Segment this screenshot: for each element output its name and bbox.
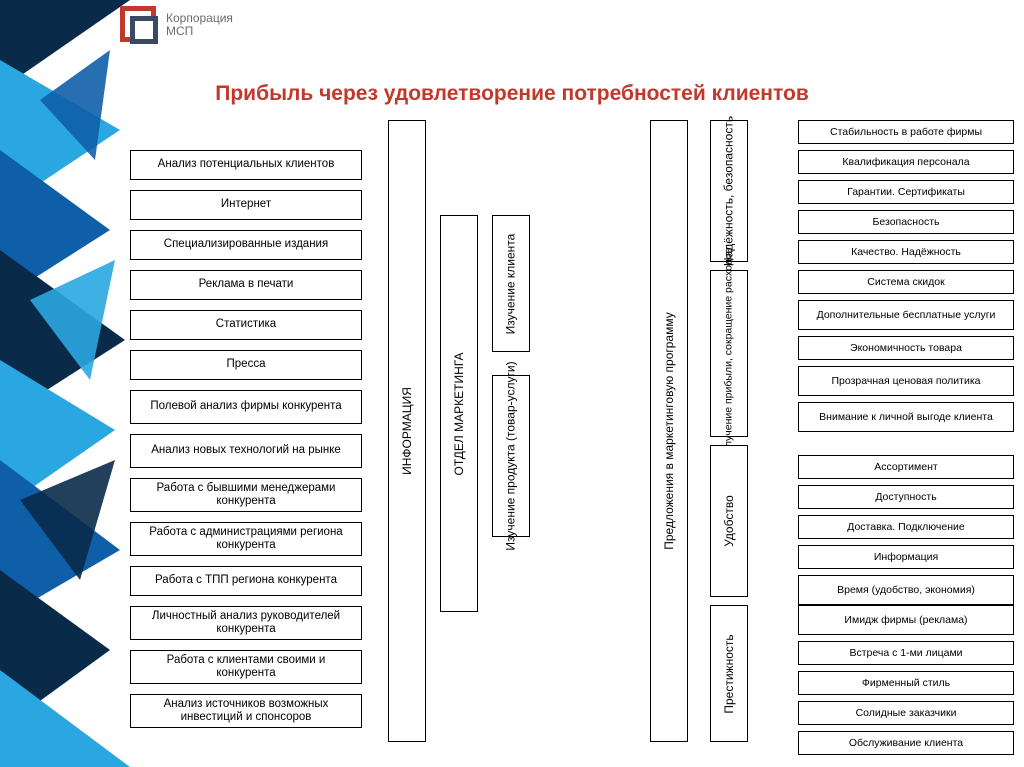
- pillar-label: Престижность: [722, 634, 736, 713]
- pillar-label: Получение прибыли, сокращение расходов: [723, 247, 734, 460]
- pillar-proposals: Предложения в маркетинговую программу: [650, 120, 688, 742]
- pillar-information: ИНФОРМАЦИЯ: [388, 120, 426, 742]
- source-box: Работа с ТПП региона конкурента: [130, 566, 362, 596]
- pillar-category-reliability: Надёжность, безопасность: [710, 120, 748, 262]
- source-box: Специализированные издания: [130, 230, 362, 260]
- pillar-study-product: Изучение продукта (товар-услуги): [492, 375, 530, 537]
- group-convenience: Ассортимент Доступность Доставка. Подклю…: [798, 455, 1014, 605]
- item-box: Доставка. Подключение: [798, 515, 1014, 539]
- pillar-label: Надёжность, безопасность: [723, 116, 736, 266]
- item-box: Ассортимент: [798, 455, 1014, 479]
- logo: Корпорация МСП: [120, 6, 233, 44]
- item-box: Квалификация персонала: [798, 150, 1014, 174]
- pillar-label: ОТДЕЛ МАРКЕТИНГА: [452, 352, 466, 475]
- source-box: Работа с бывшими менеджерами конкурента: [130, 478, 362, 512]
- pillar-label: Предложения в маркетинговую программу: [662, 312, 676, 549]
- item-box: Система скидок: [798, 270, 1014, 294]
- source-box: Полевой анализ фирмы конкурента: [130, 390, 362, 424]
- source-box: Реклама в печати: [130, 270, 362, 300]
- pillar-category-profit: Получение прибыли, сокращение расходов: [710, 270, 748, 437]
- item-box: Время (удобство, экономия): [798, 575, 1014, 605]
- item-box: Информация: [798, 545, 1014, 569]
- source-box: Пресса: [130, 350, 362, 380]
- diagram: Анализ потенциальных клиентов Интернет С…: [130, 120, 1014, 760]
- item-box: Прозрачная ценовая политика: [798, 366, 1014, 396]
- slide: Корпорация МСП Прибыль через удовлетворе…: [0, 0, 1024, 767]
- item-box: Обслуживание клиента: [798, 731, 1014, 755]
- decorative-triangles: [0, 0, 130, 767]
- item-box: Стабильность в работе фирмы: [798, 120, 1014, 144]
- item-box: Безопасность: [798, 210, 1014, 234]
- item-box: Качество. Надёжность: [798, 240, 1014, 264]
- item-box: Дополнительные бесплатные услуги: [798, 300, 1014, 330]
- source-box: Работа с клиентами своими и конкурента: [130, 650, 362, 684]
- item-box: Встреча с 1-ми лицами: [798, 641, 1014, 665]
- source-box: Анализ потенциальных клиентов: [130, 150, 362, 180]
- group-profit: Система скидок Дополнительные бесплатные…: [798, 270, 1014, 432]
- item-box: Имидж фирмы (реклама): [798, 605, 1014, 635]
- sources-column: Анализ потенциальных клиентов Интернет С…: [130, 150, 362, 728]
- pillar-label: Изучение клиента: [505, 233, 518, 334]
- pillar-study-client: Изучение клиента: [492, 215, 530, 352]
- item-box: Фирменный стиль: [798, 671, 1014, 695]
- pillar-label: Изучение продукта (товар-услуги): [505, 361, 518, 550]
- source-box: Анализ новых технологий на рынке: [130, 434, 362, 468]
- logo-mark-icon: [120, 6, 158, 44]
- logo-text: Корпорация МСП: [166, 12, 233, 37]
- pillar-category-prestige: Престижность: [710, 605, 748, 742]
- group-reliability: Стабильность в работе фирмы Квалификация…: [798, 120, 1014, 264]
- source-box: Работа с администрациями региона конкуре…: [130, 522, 362, 556]
- pillar-label: Удобство: [722, 495, 736, 547]
- item-box: Доступность: [798, 485, 1014, 509]
- item-box: Внимание к личной выгоде клиента: [798, 402, 1014, 432]
- slide-title: Прибыль через удовлетворение потребносте…: [0, 82, 1024, 106]
- group-prestige: Имидж фирмы (реклама) Встреча с 1-ми лиц…: [798, 605, 1014, 755]
- source-box: Анализ источников возможных инвестиций и…: [130, 694, 362, 728]
- source-box: Личностный анализ руководителей конкурен…: [130, 606, 362, 640]
- item-box: Гарантии. Сертификаты: [798, 180, 1014, 204]
- pillar-marketing-dept: ОТДЕЛ МАРКЕТИНГА: [440, 215, 478, 612]
- item-box: Солидные заказчики: [798, 701, 1014, 725]
- pillar-category-convenience: Удобство: [710, 445, 748, 597]
- item-box: Экономичность товара: [798, 336, 1014, 360]
- logo-line2: МСП: [166, 25, 233, 38]
- pillar-label: ИНФОРМАЦИЯ: [400, 387, 414, 475]
- source-box: Статистика: [130, 310, 362, 340]
- source-box: Интернет: [130, 190, 362, 220]
